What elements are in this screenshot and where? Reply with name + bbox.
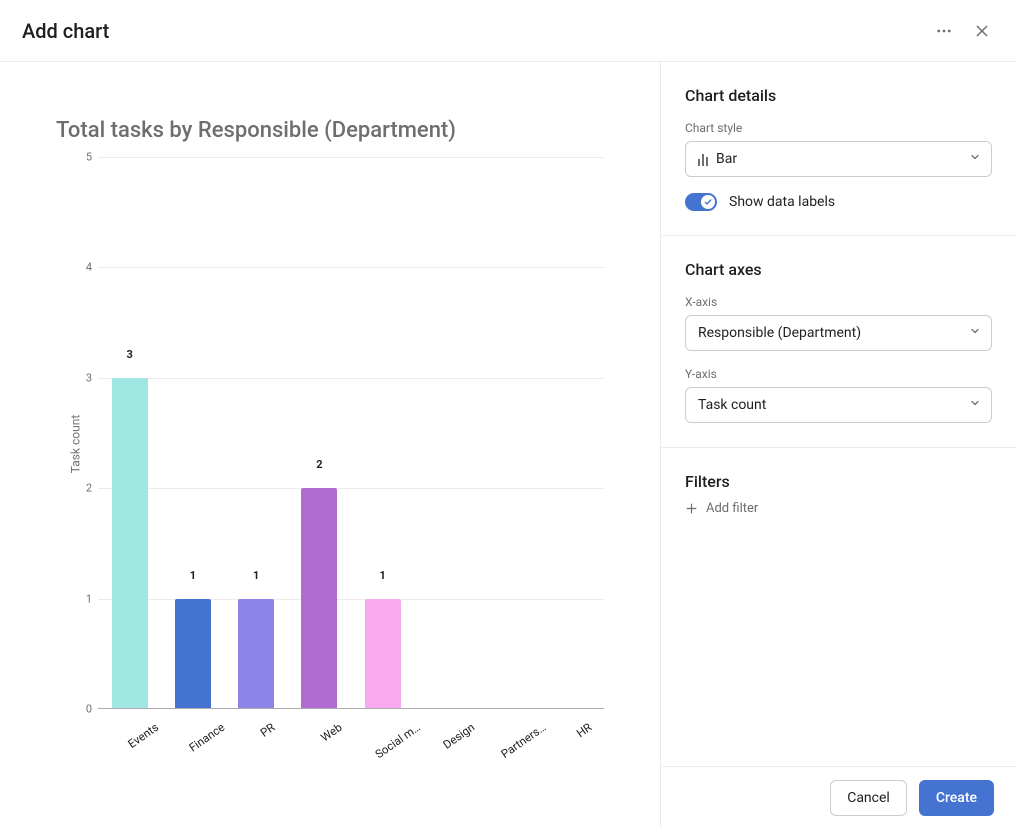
chart-ylabel: Task count bbox=[68, 415, 82, 474]
select-chart-style-value: Bar bbox=[716, 151, 737, 167]
close-icon[interactable] bbox=[970, 19, 994, 43]
bar[interactable] bbox=[365, 599, 401, 709]
label-show-data-labels: Show data labels bbox=[729, 194, 835, 210]
section-chart-details: Chart details Chart style Bar bbox=[661, 62, 1016, 236]
bar-column: 2 bbox=[288, 157, 351, 709]
xtick-label: HR bbox=[573, 720, 594, 740]
chart-plot: 31121 012345 bbox=[98, 157, 604, 709]
cancel-button-label: Cancel bbox=[847, 790, 890, 806]
plus-icon bbox=[685, 502, 698, 515]
select-chart-style[interactable]: Bar bbox=[685, 141, 992, 177]
bar-column bbox=[478, 157, 541, 709]
bar-column: 3 bbox=[98, 157, 161, 709]
add-filter-button[interactable]: Add filter bbox=[685, 501, 992, 516]
chart-baseline bbox=[98, 708, 604, 709]
chart-xaxis: EventsFinancePRWebSocial m…DesignPartner… bbox=[98, 709, 604, 731]
xtick-label: PR bbox=[258, 720, 278, 740]
label-x-axis: X-axis bbox=[685, 295, 992, 309]
bar-chart-icon bbox=[698, 152, 708, 166]
xtick: HR bbox=[541, 717, 604, 731]
xtick: Web bbox=[288, 717, 351, 731]
xtick: Social m… bbox=[351, 717, 414, 731]
bar-data-label: 1 bbox=[379, 569, 385, 584]
select-y-axis-value: Task count bbox=[698, 397, 766, 413]
dialog-title: Add chart bbox=[22, 19, 109, 43]
section-title-filters: Filters bbox=[685, 472, 992, 491]
ytick-label: 3 bbox=[74, 371, 92, 384]
row-show-data-labels: Show data labels bbox=[685, 193, 992, 211]
cancel-button[interactable]: Cancel bbox=[830, 780, 907, 816]
ytick-label: 2 bbox=[74, 482, 92, 495]
bar-column: 1 bbox=[351, 157, 414, 709]
field-x-axis: X-axis Responsible (Department) bbox=[685, 295, 992, 351]
create-button[interactable]: Create bbox=[919, 780, 994, 816]
bar-column: 1 bbox=[161, 157, 224, 709]
toggle-show-data-labels[interactable] bbox=[685, 193, 717, 211]
bar-data-label: 2 bbox=[316, 458, 322, 473]
label-chart-style: Chart style bbox=[685, 121, 992, 135]
xtick-label: Events bbox=[125, 720, 161, 751]
bar[interactable] bbox=[238, 599, 274, 709]
xtick-label: Partners… bbox=[499, 720, 549, 761]
xtick-label: Web bbox=[318, 720, 345, 744]
dialog-footer: Cancel Create bbox=[661, 766, 1016, 828]
ytick-label: 5 bbox=[74, 151, 92, 164]
field-y-axis: Y-axis Task count bbox=[685, 367, 992, 423]
toggle-knob bbox=[701, 195, 715, 209]
xtick-label: Design bbox=[441, 720, 478, 752]
select-y-axis[interactable]: Task count bbox=[685, 387, 992, 423]
bar-data-label: 1 bbox=[190, 569, 196, 584]
chevron-down-icon bbox=[969, 151, 981, 167]
xtick: PR bbox=[225, 717, 288, 731]
ytick-label: 1 bbox=[74, 592, 92, 605]
chart-preview-pane: Total tasks by Responsible (Department) … bbox=[0, 62, 660, 828]
bar[interactable] bbox=[175, 599, 211, 709]
chart-title: Total tasks by Responsible (Department) bbox=[56, 118, 604, 143]
config-panel: Chart details Chart style Bar bbox=[660, 62, 1016, 828]
bar-column: 1 bbox=[225, 157, 288, 709]
bar-data-label: 3 bbox=[126, 348, 132, 363]
dialog-header: Add chart bbox=[0, 0, 1016, 62]
field-chart-style: Chart style Bar bbox=[685, 121, 992, 177]
xtick-label: Finance bbox=[186, 720, 227, 755]
bar-column bbox=[541, 157, 604, 709]
xtick: Finance bbox=[161, 717, 224, 731]
bar-data-label: 1 bbox=[253, 569, 259, 584]
xtick-label: Social m… bbox=[372, 720, 423, 761]
section-title-axes: Chart axes bbox=[685, 260, 992, 279]
select-x-axis-value: Responsible (Department) bbox=[698, 325, 861, 341]
ytick-label: 0 bbox=[74, 703, 92, 716]
xtick: Design bbox=[414, 717, 477, 731]
xtick: Partners… bbox=[478, 717, 541, 731]
label-y-axis: Y-axis bbox=[685, 367, 992, 381]
select-x-axis[interactable]: Responsible (Department) bbox=[685, 315, 992, 351]
bar[interactable] bbox=[301, 488, 337, 709]
more-icon[interactable] bbox=[932, 19, 956, 43]
chevron-down-icon bbox=[969, 325, 981, 341]
chart-area: Task count 31121 012345 EventsFinancePRW… bbox=[56, 157, 604, 731]
section-title-details: Chart details bbox=[685, 86, 992, 105]
bar[interactable] bbox=[112, 378, 148, 709]
bar-column bbox=[414, 157, 477, 709]
header-actions bbox=[932, 19, 994, 43]
chevron-down-icon bbox=[969, 397, 981, 413]
section-filters: Filters Add filter bbox=[661, 448, 1016, 540]
add-filter-label: Add filter bbox=[706, 501, 758, 516]
section-chart-axes: Chart axes X-axis Responsible (Departmen… bbox=[661, 236, 1016, 448]
chart-bars: 3 1 1 2 1 bbox=[98, 157, 604, 709]
ytick-label: 4 bbox=[74, 261, 92, 274]
create-button-label: Create bbox=[936, 790, 977, 806]
xtick: Events bbox=[98, 717, 161, 731]
